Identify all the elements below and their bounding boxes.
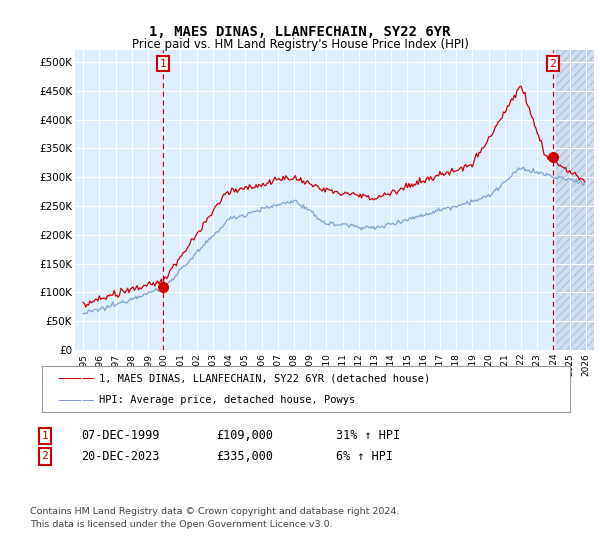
Text: 1: 1 bbox=[41, 431, 49, 441]
Text: £109,000: £109,000 bbox=[216, 429, 273, 442]
Text: 2: 2 bbox=[41, 451, 49, 461]
Text: 6% ↑ HPI: 6% ↑ HPI bbox=[336, 450, 393, 463]
Text: Contains HM Land Registry data © Crown copyright and database right 2024.
This d: Contains HM Land Registry data © Crown c… bbox=[30, 507, 400, 529]
Text: Price paid vs. HM Land Registry's House Price Index (HPI): Price paid vs. HM Land Registry's House … bbox=[131, 38, 469, 52]
Bar bbox=[556, 50, 594, 350]
Text: ———: ——— bbox=[57, 372, 95, 385]
Text: 1, MAES DINAS, LLANFECHAIN, SY22 6YR: 1, MAES DINAS, LLANFECHAIN, SY22 6YR bbox=[149, 26, 451, 39]
Text: ———: ——— bbox=[57, 394, 95, 407]
Text: £335,000: £335,000 bbox=[216, 450, 273, 463]
Text: 31% ↑ HPI: 31% ↑ HPI bbox=[336, 429, 400, 442]
Bar bbox=[556, 50, 594, 350]
Text: 1: 1 bbox=[160, 59, 166, 69]
Text: 20-DEC-2023: 20-DEC-2023 bbox=[81, 450, 160, 463]
Text: 1, MAES DINAS, LLANFECHAIN, SY22 6YR (detached house): 1, MAES DINAS, LLANFECHAIN, SY22 6YR (de… bbox=[99, 374, 430, 384]
Text: HPI: Average price, detached house, Powys: HPI: Average price, detached house, Powy… bbox=[99, 395, 355, 405]
Text: 2: 2 bbox=[550, 59, 556, 69]
Text: 07-DEC-1999: 07-DEC-1999 bbox=[81, 429, 160, 442]
